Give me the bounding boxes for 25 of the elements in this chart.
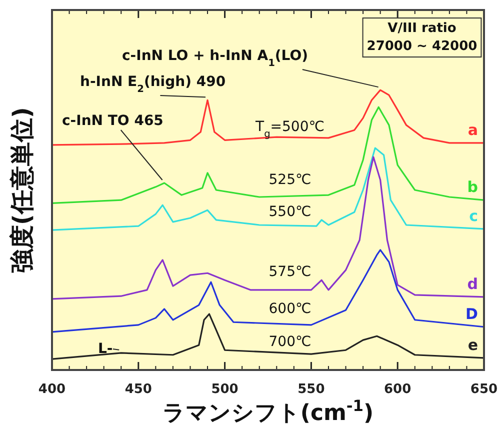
annotation: 550℃ xyxy=(268,204,312,220)
series-label: D xyxy=(466,304,478,323)
annotation: 700℃ xyxy=(268,334,312,350)
x-tick-label: 550 xyxy=(298,382,325,397)
x-tick-label: 600 xyxy=(384,382,412,397)
y-axis-title: 強度(任意単位) xyxy=(8,107,36,273)
series-label: c xyxy=(469,206,478,225)
text: V/III ratio 27000 ~ 42000 xyxy=(366,21,478,54)
series-label: d xyxy=(467,274,478,293)
x-tick-label: 500 xyxy=(211,382,238,397)
x-axis-title: ラマンシフト(cm$^{-1}$) xyxy=(162,397,374,426)
annotation: c-InN LO + h-InN A$_{1}$(LO) xyxy=(122,48,308,68)
annotation: 575℃ xyxy=(268,264,312,280)
series-label: e xyxy=(468,336,478,354)
x-tick-label: 450 xyxy=(124,382,152,397)
annotation: 525℃ xyxy=(268,172,312,188)
annotation: T$_{g}$=500℃ xyxy=(254,119,324,140)
annotation: L- xyxy=(98,341,113,357)
x-tick-label: 650 xyxy=(470,382,498,397)
series-label: b xyxy=(467,178,478,196)
annotation: c-InN TO 465 xyxy=(62,113,164,129)
annotation: 600℃ xyxy=(268,301,312,317)
x-tick-label: 400 xyxy=(38,382,66,397)
annotation: h-InN E$_{2}$(high) 490 xyxy=(80,74,226,94)
series-label: a xyxy=(468,120,478,139)
